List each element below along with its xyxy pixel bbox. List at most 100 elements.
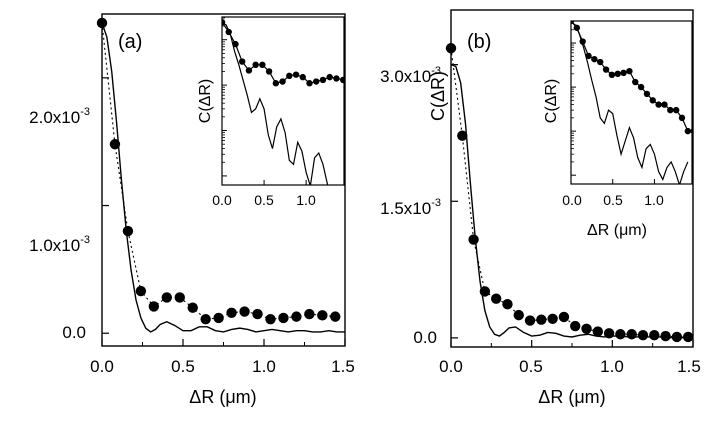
panel-b-xtick-3: 1.5 xyxy=(677,357,701,376)
inset-a-data-point xyxy=(319,76,327,84)
inset-a-data-point xyxy=(259,61,266,69)
inset-b-data-point xyxy=(661,101,668,108)
inset-a-data-point xyxy=(272,80,280,87)
inset-a-data-point xyxy=(313,78,320,85)
inset-b-data-point xyxy=(626,67,633,75)
panel-b-data-point xyxy=(649,329,660,341)
inset-b-ylabel: C(ΔR) xyxy=(543,79,560,123)
panel-a-data-point xyxy=(265,313,276,325)
panel-a-xtick-3: 1.5 xyxy=(331,357,355,376)
panel-b-data-point xyxy=(558,311,570,323)
inset-b-xtick-1: 0.5 xyxy=(603,192,623,208)
panel-b-ytick-1: 1.5x10-3 xyxy=(380,197,441,218)
panel-b-xtick-0: 0.0 xyxy=(439,357,463,376)
panel-b: (b) C(ΔR) 0.0 1.5x10-3 3.0x10-3 0.0 0.5 … xyxy=(380,9,701,407)
inset-b-data-point xyxy=(678,114,686,122)
inset-b-data-point xyxy=(690,128,692,134)
panel-b-xtick-2: 1.0 xyxy=(600,357,624,376)
panel-b-data-point xyxy=(468,234,479,245)
panel-b-data-point xyxy=(615,329,626,340)
inset-b-data-point xyxy=(637,83,645,91)
inset-a-data-point xyxy=(306,80,313,87)
panel-a-data-point xyxy=(148,301,160,312)
inset-b-data-point xyxy=(602,66,610,73)
inset-b-data-point xyxy=(655,101,662,108)
inset-a-data-point xyxy=(299,73,306,81)
inset-a-data-point xyxy=(245,67,253,74)
inset-b-series xyxy=(571,21,692,184)
inset-b-data-point xyxy=(667,106,674,114)
inset-a-xtick-2: 1.0 xyxy=(296,192,316,208)
panel-a-ytick-0: 0.0 xyxy=(62,323,86,342)
inset-a-data-point xyxy=(252,61,259,69)
panel-b-data-point xyxy=(524,315,536,326)
panel-b-data-point xyxy=(445,43,457,54)
panel-b-data-point xyxy=(570,320,581,332)
inset-b-data-point xyxy=(632,78,639,86)
panel-a-xtick-2: 1.0 xyxy=(252,357,276,376)
panel-a-label: (a) xyxy=(118,31,142,53)
panel-a-data-point xyxy=(304,308,315,320)
inset-b-data-point xyxy=(597,58,604,66)
panel-a-data-point xyxy=(252,308,263,320)
panel-a-series xyxy=(96,17,345,333)
inset-b-xlabel: ΔR (μm) xyxy=(587,222,647,239)
panel-b-data-point xyxy=(581,323,592,334)
inset-a-series xyxy=(222,18,344,185)
inset-b-data-point xyxy=(643,90,651,98)
inset-a-data-point xyxy=(279,78,286,85)
panel-b-data-point xyxy=(682,331,694,343)
panel-a-xtick-1: 0.5 xyxy=(171,357,195,376)
panel-b-data-point xyxy=(502,298,513,310)
panel-b-ylabel: C(ΔR) xyxy=(428,71,448,121)
inset-a-data-point xyxy=(265,68,273,75)
panel-b-model-line xyxy=(450,63,693,339)
panel-a-data-point xyxy=(330,311,341,322)
panel-b-series xyxy=(445,43,694,343)
inset-a-data-point xyxy=(333,75,340,82)
inset-a-data-point xyxy=(232,40,239,48)
panel-a: (a) 0.0 1.0x10-3 2.0x10-3 0.0 0.5 1.0 1.… xyxy=(29,13,355,407)
panel-a-data-point xyxy=(187,302,198,313)
panel-b-data-point xyxy=(660,330,671,342)
inset-a-data-point xyxy=(286,72,293,80)
inset-b-data-point xyxy=(620,69,627,77)
panel-a-xlabel: ΔR (μm) xyxy=(189,387,256,407)
inset-b-data-point xyxy=(608,71,616,79)
panel-b-data-point xyxy=(626,329,637,340)
panel-b-label: (b) xyxy=(467,31,491,53)
panel-b-data-point xyxy=(490,293,502,304)
inset-b-model-line xyxy=(571,21,689,184)
panel-a-data-point xyxy=(135,285,147,297)
panel-a-ytick-2: 2.0x10-3 xyxy=(29,106,90,127)
inset-b-data-point xyxy=(585,52,592,60)
inset-b-data-point xyxy=(591,55,598,63)
panel-a-data-point xyxy=(174,292,185,303)
inset-a-frame xyxy=(221,16,345,186)
panel-b-data-point xyxy=(592,326,604,337)
inset-b-data-point xyxy=(649,97,656,104)
inset-a-data-point xyxy=(292,71,300,78)
panel-b-data-point xyxy=(513,309,524,321)
panel-b-data-point xyxy=(536,314,547,325)
inset-a-data-point xyxy=(326,73,333,81)
inset-b-xtick-0: 0.0 xyxy=(562,192,582,208)
inset-b-frame xyxy=(570,20,693,185)
panel-a-data-point xyxy=(122,225,134,237)
panel-a-model-line xyxy=(101,22,345,333)
inset-a-xtick-0: 0.0 xyxy=(212,192,232,208)
inset-b-data-point xyxy=(684,127,692,135)
panel-a-data-point xyxy=(317,310,328,321)
inset-b-xtick-2: 1.0 xyxy=(644,192,664,208)
panel-b-data-line xyxy=(450,48,689,338)
panel-a-data-point xyxy=(278,312,289,324)
inset-b-data-point xyxy=(672,106,680,114)
panel-b-data-point xyxy=(637,329,649,341)
inset-b: C(ΔR) 0.0 0.5 1.0 ΔR (μm) xyxy=(543,20,693,239)
panel-b-xlabel: ΔR (μm) xyxy=(538,387,605,407)
panel-a-data-point xyxy=(161,292,172,303)
panel-b-data-point xyxy=(457,130,468,141)
panel-a-data-point xyxy=(213,312,224,324)
panel-a-data-point xyxy=(200,313,211,325)
